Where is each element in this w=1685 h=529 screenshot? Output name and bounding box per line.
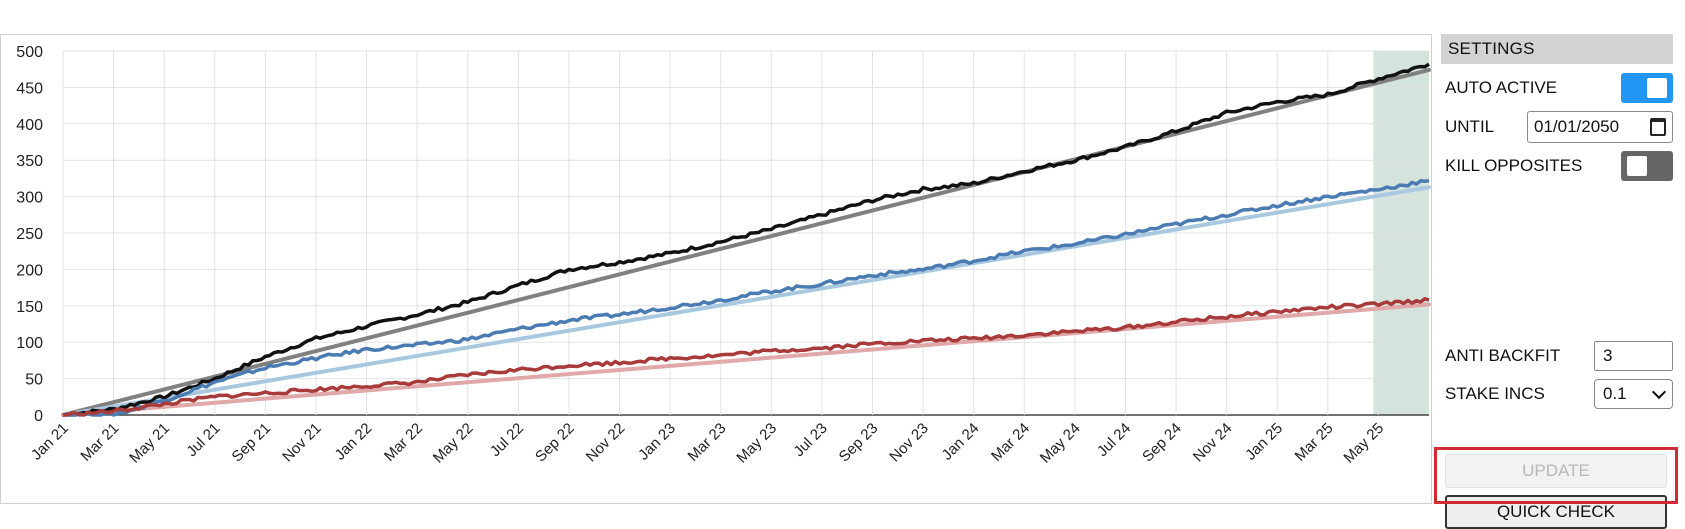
chevron-down-icon <box>1651 384 1667 399</box>
x-tick-label: Mar 21 <box>77 420 122 465</box>
x-tick-label: May 23 <box>733 420 780 467</box>
x-tick-label: Sep 23 <box>836 420 882 466</box>
stake-incs-select[interactable]: 0.1 <box>1594 379 1673 409</box>
until-label: UNTIL <box>1445 117 1495 136</box>
stake-incs-value: 0.1 <box>1603 384 1627 403</box>
kill-opposites-row: KILL OPPOSITES <box>1445 151 1673 181</box>
quick-check-highlight <box>1434 447 1678 504</box>
x-tick-label: Jan 21 <box>28 420 72 464</box>
equity-chart: 0 50 100 150 200 250 300 350 400 450 500 Jan 21 Mar … <box>0 34 1432 504</box>
x-tick-label: Sep 22 <box>532 420 578 466</box>
x-tick-label: Nov 21 <box>279 420 325 466</box>
trend-line <box>61 185 1431 417</box>
auto-active-row: AUTO ACTIVE <box>1445 73 1673 103</box>
x-tick-label: Jul 21 <box>183 420 223 460</box>
y-tick-label: 350 <box>16 153 43 170</box>
stake-incs-label: STAKE INCS <box>1445 384 1545 403</box>
auto-active-label: AUTO ACTIVE <box>1445 78 1558 97</box>
x-tick-label: Nov 22 <box>583 420 629 466</box>
x-tick-label: May 21 <box>126 420 173 467</box>
y-tick-label: 450 <box>16 80 43 97</box>
settings-header: SETTINGS <box>1441 34 1673 64</box>
x-tick-label: Nov 24 <box>1190 420 1236 466</box>
x-tick-label: Mar 25 <box>1292 420 1337 465</box>
x-tick-label: Nov 23 <box>886 420 932 466</box>
y-tick-label: 400 <box>16 117 43 134</box>
x-tick-label: May 25 <box>1340 420 1387 467</box>
anti-backfit-row: ANTI BACKFIT 3 <box>1445 341 1673 371</box>
stake-incs-row: STAKE INCS 0.1 <box>1445 379 1673 409</box>
y-tick-label: 250 <box>16 226 43 243</box>
settings-panel: SETTINGS AUTO ACTIVE UNTIL 01/01/2050 KI… <box>1441 34 1673 529</box>
equity-series-line <box>62 297 1430 417</box>
y-tick-label: 200 <box>16 262 43 279</box>
until-date-value: 01/01/2050 <box>1534 117 1620 136</box>
y-tick-label: 300 <box>16 190 43 207</box>
calendar-icon[interactable] <box>1650 118 1666 136</box>
y-tick-label: 500 <box>16 44 43 61</box>
x-tick-label: Mar 24 <box>988 420 1033 465</box>
toggle-knob <box>1627 156 1647 176</box>
x-tick-label: May 24 <box>1037 420 1084 467</box>
x-tick-label: Sep 21 <box>229 420 275 466</box>
trend-line <box>61 302 1431 417</box>
x-tick-label: Jan 24 <box>939 420 983 464</box>
trend-line <box>61 67 1431 417</box>
until-date-input[interactable]: 01/01/2050 <box>1527 111 1673 143</box>
anti-backfit-input[interactable]: 3 <box>1594 341 1673 371</box>
equity-series-line <box>62 62 1430 417</box>
until-row: UNTIL 01/01/2050 <box>1445 110 1673 144</box>
x-tick-label: Jul 24 <box>1094 420 1134 460</box>
y-tick-label: 50 <box>25 372 43 389</box>
x-tick-label: Jan 22 <box>332 420 376 464</box>
kill-opposites-toggle[interactable] <box>1621 151 1673 181</box>
auto-active-toggle[interactable] <box>1621 73 1673 103</box>
update-button[interactable]: UPDATE <box>1445 454 1667 488</box>
toggle-knob <box>1647 78 1667 98</box>
x-tick-label: Jul 22 <box>487 420 527 460</box>
anti-backfit-label: ANTI BACKFIT <box>1445 346 1561 365</box>
kill-opposites-label: KILL OPPOSITES <box>1445 156 1583 175</box>
x-tick-label: May 22 <box>430 420 477 467</box>
y-tick-label: 150 <box>16 299 43 316</box>
x-tick-label: Mar 23 <box>684 420 729 465</box>
x-tick-label: Jan 23 <box>635 420 679 464</box>
y-tick-label: 0 <box>34 408 43 425</box>
y-tick-label: 100 <box>16 335 43 352</box>
equity-series-line <box>63 178 1430 417</box>
x-tick-label: Jul 23 <box>790 420 830 460</box>
x-tick-label: Mar 22 <box>381 420 426 465</box>
x-tick-label: Jan 25 <box>1242 420 1286 464</box>
x-tick-label: Sep 24 <box>1139 420 1185 466</box>
